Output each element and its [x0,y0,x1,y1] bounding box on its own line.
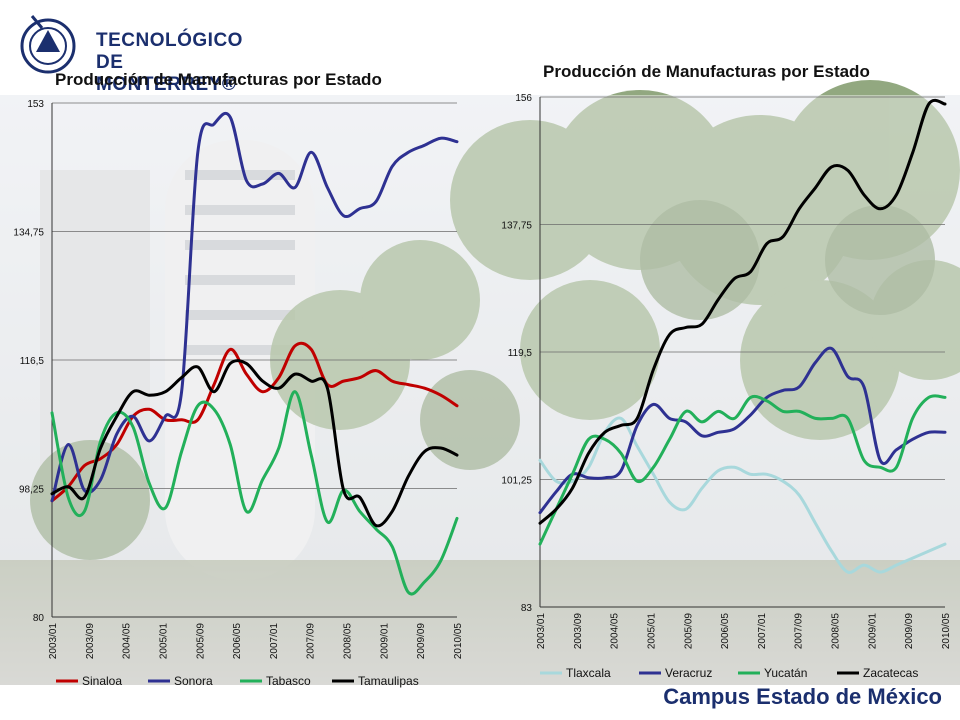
left-chart-legend-label: Sinaloa [82,674,122,688]
institution-logo: TECNOLÓGICO DE MONTERREY® [18,8,242,95]
left-chart-x-tick-label: 2006/05 [232,623,243,660]
right-chart-x-tick-label: 2003/09 [573,613,584,650]
right-chart-x-tick-label: 2007/09 [794,613,805,650]
left-chart-x-tick-label: 2005/09 [195,623,206,660]
left-chart-x-tick-label: 2009/09 [416,623,427,660]
left-chart-x-tick-label: 2003/01 [48,623,59,660]
right-chart-x-tick-label: 2009/01 [867,613,878,650]
right-chart-legend-label: Yucatán [764,666,807,680]
left-chart-legend-label: Tamaulipas [358,674,419,688]
right-chart-legend-label: Veracruz [665,666,712,680]
logo-line-2: DE MONTERREY® [96,52,237,95]
right-chart-x-tick-label: 2004/05 [610,613,621,650]
left-chart-x-tick-label: 2005/01 [158,623,169,660]
right-chart-x-tick-label: 2006/05 [720,613,731,650]
left-chart-x-tick-label: 2007/01 [269,623,280,660]
right-chart-series-line-1 [538,416,947,574]
left-chart-series-line-2 [50,111,459,503]
right-chart-x-tick-label: 2008/05 [831,613,842,650]
campus-footer: Campus Estado de México [663,684,942,709]
left-chart-x-tick-label: 2003/09 [85,623,96,660]
institution-seal-icon [20,15,76,74]
left-chart-x-tick-label: 2007/09 [306,623,317,660]
right-chart-x-tick-label: 2010/05 [941,613,952,650]
left-chart-x-tick-label: 2004/05 [122,623,133,660]
left-chart-y-tick-label: 98,25 [19,485,44,496]
right-chart-y-tick-label: 156 [515,93,532,104]
left-chart-series-line-1 [50,341,459,503]
left-chart-legend-label: Tabasco [266,674,311,688]
right-chart-legend-label: Tlaxcala [566,666,611,680]
left-chart-x-tick-label: 2010/05 [453,623,464,660]
left-chart-y-tick-label: 153 [27,99,44,110]
logo-line-1: TECNOLÓGICO [96,30,243,51]
right-chart-series-line-3 [538,394,947,546]
right-chart-x-tick-label: 2009/09 [904,613,915,650]
right-chart-series-line-4 [538,98,947,525]
left-chart-title: Producción de Manufacturas por Estado [55,70,382,89]
left-chart-series-line-3 [50,390,459,596]
right-chart-x-tick-label: 2005/01 [646,613,657,650]
right-chart-y-tick-label: 83 [521,603,533,614]
left-chart-legend-label: Sonora [174,674,213,688]
right-chart-legend-label: Zacatecas [863,666,918,680]
right-chart-y-tick-label: 119,5 [508,348,533,359]
left-chart-y-tick-label: 134,75 [13,228,44,239]
right-chart-x-tick-label: 2007/01 [757,613,768,650]
left-chart-y-tick-label: 116,5 [20,356,45,367]
right-chart-title: Producción de Manufacturas por Estado [543,62,870,81]
left-chart-x-tick-label: 2008/05 [343,623,354,660]
right-chart-y-tick-label: 101,25 [501,476,532,487]
left-chart-y-tick-label: 80 [33,613,45,624]
left-chart-series-line-4 [50,359,459,528]
right-chart-y-tick-label: 137,75 [501,221,532,232]
right-chart-series-line-2 [538,346,947,515]
right-chart-x-tick-label: 2005/09 [683,613,694,650]
left-chart-x-tick-label: 2009/01 [379,623,390,660]
right-chart-x-tick-label: 2003/01 [536,613,547,650]
